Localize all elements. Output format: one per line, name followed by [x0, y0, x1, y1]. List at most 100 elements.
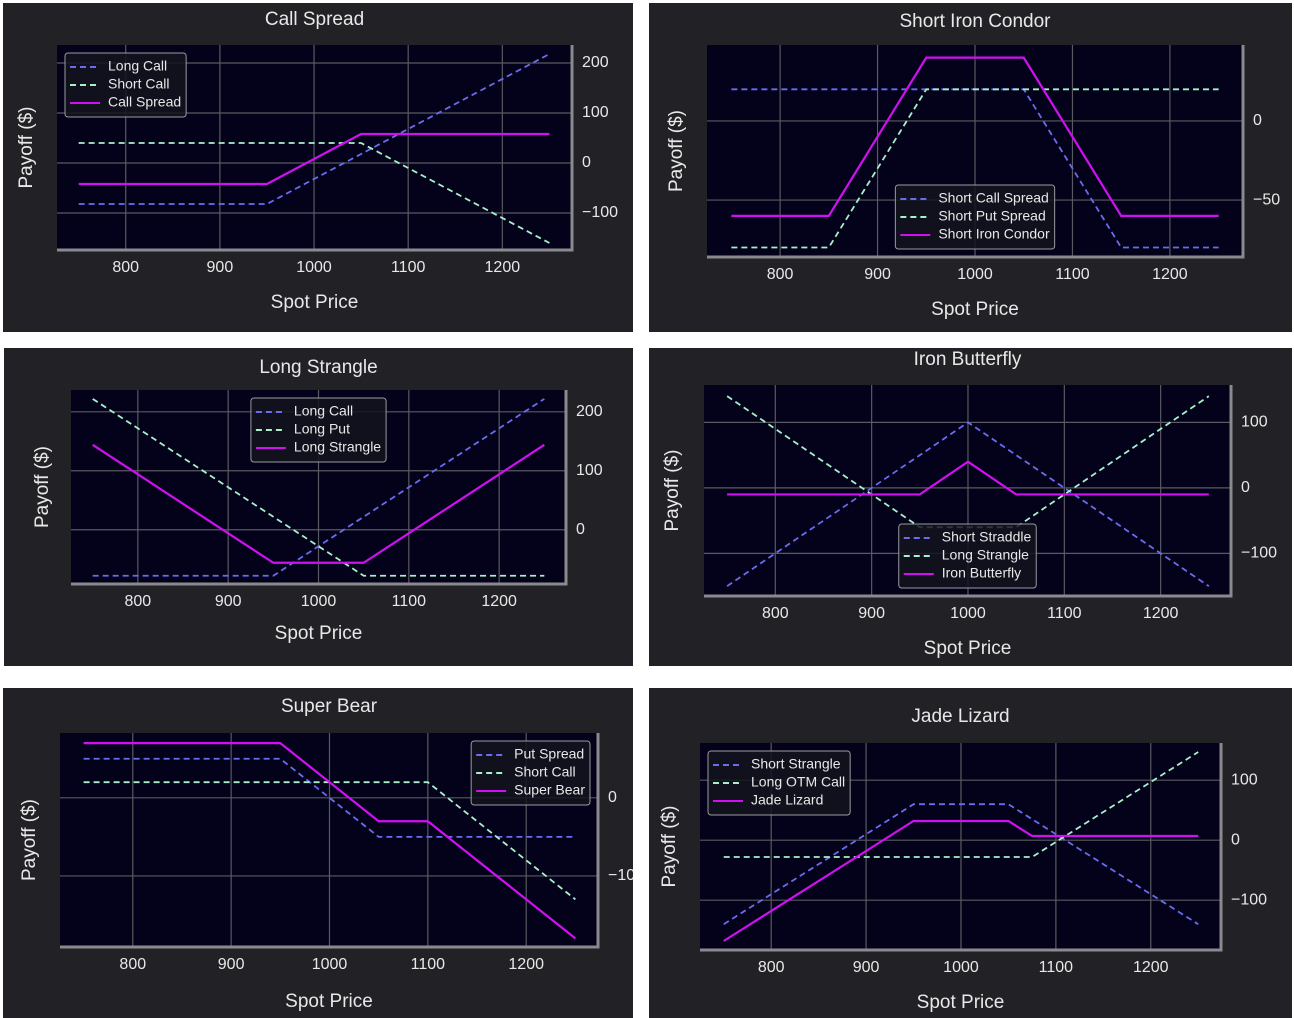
- axis-spine: [71, 390, 568, 586]
- series-line: [78, 132, 550, 186]
- legend-label: Super Bear: [514, 782, 585, 798]
- chart-title: Long Strangle: [259, 357, 377, 378]
- x-tick-label: 1200: [1133, 959, 1169, 976]
- x-tick-label: 1000: [296, 259, 332, 276]
- legend: Short Straddle Long Strangle Iron Butterfl…: [898, 523, 1037, 589]
- series-line: [83, 742, 577, 940]
- series-line: [78, 53, 550, 205]
- legend-label: Long Call: [108, 58, 167, 74]
- x-tick-label: 1000: [312, 956, 348, 973]
- x-tick-label: 1200: [481, 593, 517, 610]
- legend-label: Long Put: [294, 421, 350, 437]
- x-tick-label: 1000: [943, 959, 979, 976]
- chart-title: Super Bear: [281, 696, 378, 717]
- x-tick-label: 800: [124, 593, 151, 610]
- legend-label: Long OTM Call: [751, 774, 845, 790]
- y-tick-label: −100: [1241, 545, 1277, 562]
- legend-label: Short Iron Condor: [938, 226, 1050, 242]
- x-axis-label: Spot Price: [917, 992, 1005, 1013]
- x-axis-label: Spot Price: [275, 623, 363, 644]
- x-tick-label: 1000: [957, 266, 993, 283]
- series-line: [723, 803, 1199, 925]
- x-tick-label: 1200: [485, 259, 521, 276]
- legend-label: Short Strangle: [751, 756, 841, 772]
- x-tick-label: 1100: [392, 593, 427, 610]
- legend-label: Long Strangle: [942, 547, 1029, 563]
- y-tick-label: 0: [608, 789, 617, 806]
- x-tick-label: 1100: [1039, 959, 1074, 976]
- x-tick-label: 800: [762, 605, 789, 622]
- legend-box: [64, 52, 187, 118]
- axis-spine: [57, 45, 574, 252]
- legend-label: Put Spread: [514, 746, 584, 762]
- x-tick-label: 1100: [411, 956, 446, 973]
- legend-label: Call Spread: [108, 94, 181, 110]
- y-tick-label: 0: [1253, 112, 1262, 129]
- y-axis-label: Payoff ($): [19, 799, 40, 881]
- series-line: [726, 421, 1210, 587]
- y-tick-label: −100: [608, 867, 644, 884]
- y-tick-label: 100: [1231, 771, 1258, 788]
- chart-panel: 800 900 1000 1100 1200 0 100 200 Long Strangle Sp…: [4, 348, 633, 666]
- x-tick-label: 800: [767, 266, 794, 283]
- legend: Put Spread Short Call Super Bear: [470, 740, 591, 806]
- x-axis-label: Spot Price: [271, 292, 359, 313]
- series-line: [723, 819, 1199, 942]
- legend: Short Strangle Long OTM Call Jade Lizard: [707, 750, 851, 816]
- chart-title: Call Spread: [265, 9, 364, 30]
- series-line: [731, 88, 1219, 249]
- x-tick-label: 900: [207, 259, 234, 276]
- legend-box: [898, 523, 1037, 589]
- x-tick-label: 800: [112, 259, 139, 276]
- legend-label: Iron Butterfly: [942, 565, 1021, 581]
- y-tick-label: 100: [576, 462, 603, 479]
- legend: Long Call Short Call Call Spread: [64, 52, 187, 118]
- y-tick-label: 100: [1241, 414, 1268, 431]
- legend: Long Call Long Put Long Strangle: [250, 397, 387, 463]
- x-tick-label: 900: [218, 956, 245, 973]
- x-tick-label: 1000: [301, 593, 337, 610]
- x-tick-label: 800: [758, 959, 785, 976]
- legend: Short Call Spread Short Put Spread Short I…: [894, 184, 1056, 250]
- y-tick-label: 0: [1231, 831, 1240, 848]
- x-tick-label: 900: [858, 605, 885, 622]
- x-tick-label: 900: [853, 959, 880, 976]
- legend-label: Short Call Spread: [938, 190, 1049, 206]
- chart-title: Iron Butterfly: [914, 349, 1022, 370]
- chart-panel: 800 900 1000 1100 1200 −100 0 100 Iron Butterfly…: [649, 348, 1292, 666]
- x-axis-label: Spot Price: [924, 638, 1012, 659]
- x-tick-label: 900: [215, 593, 242, 610]
- y-tick-label: 200: [582, 54, 609, 71]
- y-tick-label: 0: [576, 521, 585, 538]
- y-axis-label: Payoff ($): [16, 106, 37, 188]
- axis-spine: [700, 743, 1223, 952]
- y-tick-label: −100: [582, 204, 618, 221]
- legend-label: Long Call: [294, 403, 353, 419]
- series-line: [723, 751, 1199, 858]
- series-line: [92, 398, 545, 577]
- x-axis-label: Spot Price: [931, 299, 1019, 320]
- chart-panel: 800 900 1000 1100 1200 −100 0 Super Bear Spot Pr…: [3, 688, 644, 1018]
- x-tick-label: 1100: [1047, 605, 1082, 622]
- series-line: [92, 443, 545, 564]
- legend-label: Long Strangle: [294, 439, 381, 455]
- legend-label: Short Straddle: [942, 529, 1032, 545]
- y-axis-label: Payoff ($): [662, 449, 683, 531]
- chart-title: Jade Lizard: [911, 706, 1009, 727]
- y-tick-label: 0: [1241, 479, 1250, 496]
- x-tick-label: 800: [119, 956, 146, 973]
- legend-box: [707, 750, 851, 816]
- y-axis-label: Payoff ($): [659, 805, 680, 887]
- y-tick-label: −50: [1253, 191, 1280, 208]
- y-tick-label: −100: [1231, 891, 1267, 908]
- axis-spine: [704, 385, 1233, 598]
- x-tick-label: 1100: [391, 259, 426, 276]
- x-tick-label: 900: [864, 266, 891, 283]
- y-axis-label: Payoff ($): [32, 446, 53, 528]
- chart-title: Short Iron Condor: [899, 11, 1051, 32]
- x-axis-label: Spot Price: [285, 991, 373, 1012]
- series-line: [727, 460, 1209, 496]
- legend-label: Jade Lizard: [751, 792, 823, 808]
- series-line: [92, 398, 545, 577]
